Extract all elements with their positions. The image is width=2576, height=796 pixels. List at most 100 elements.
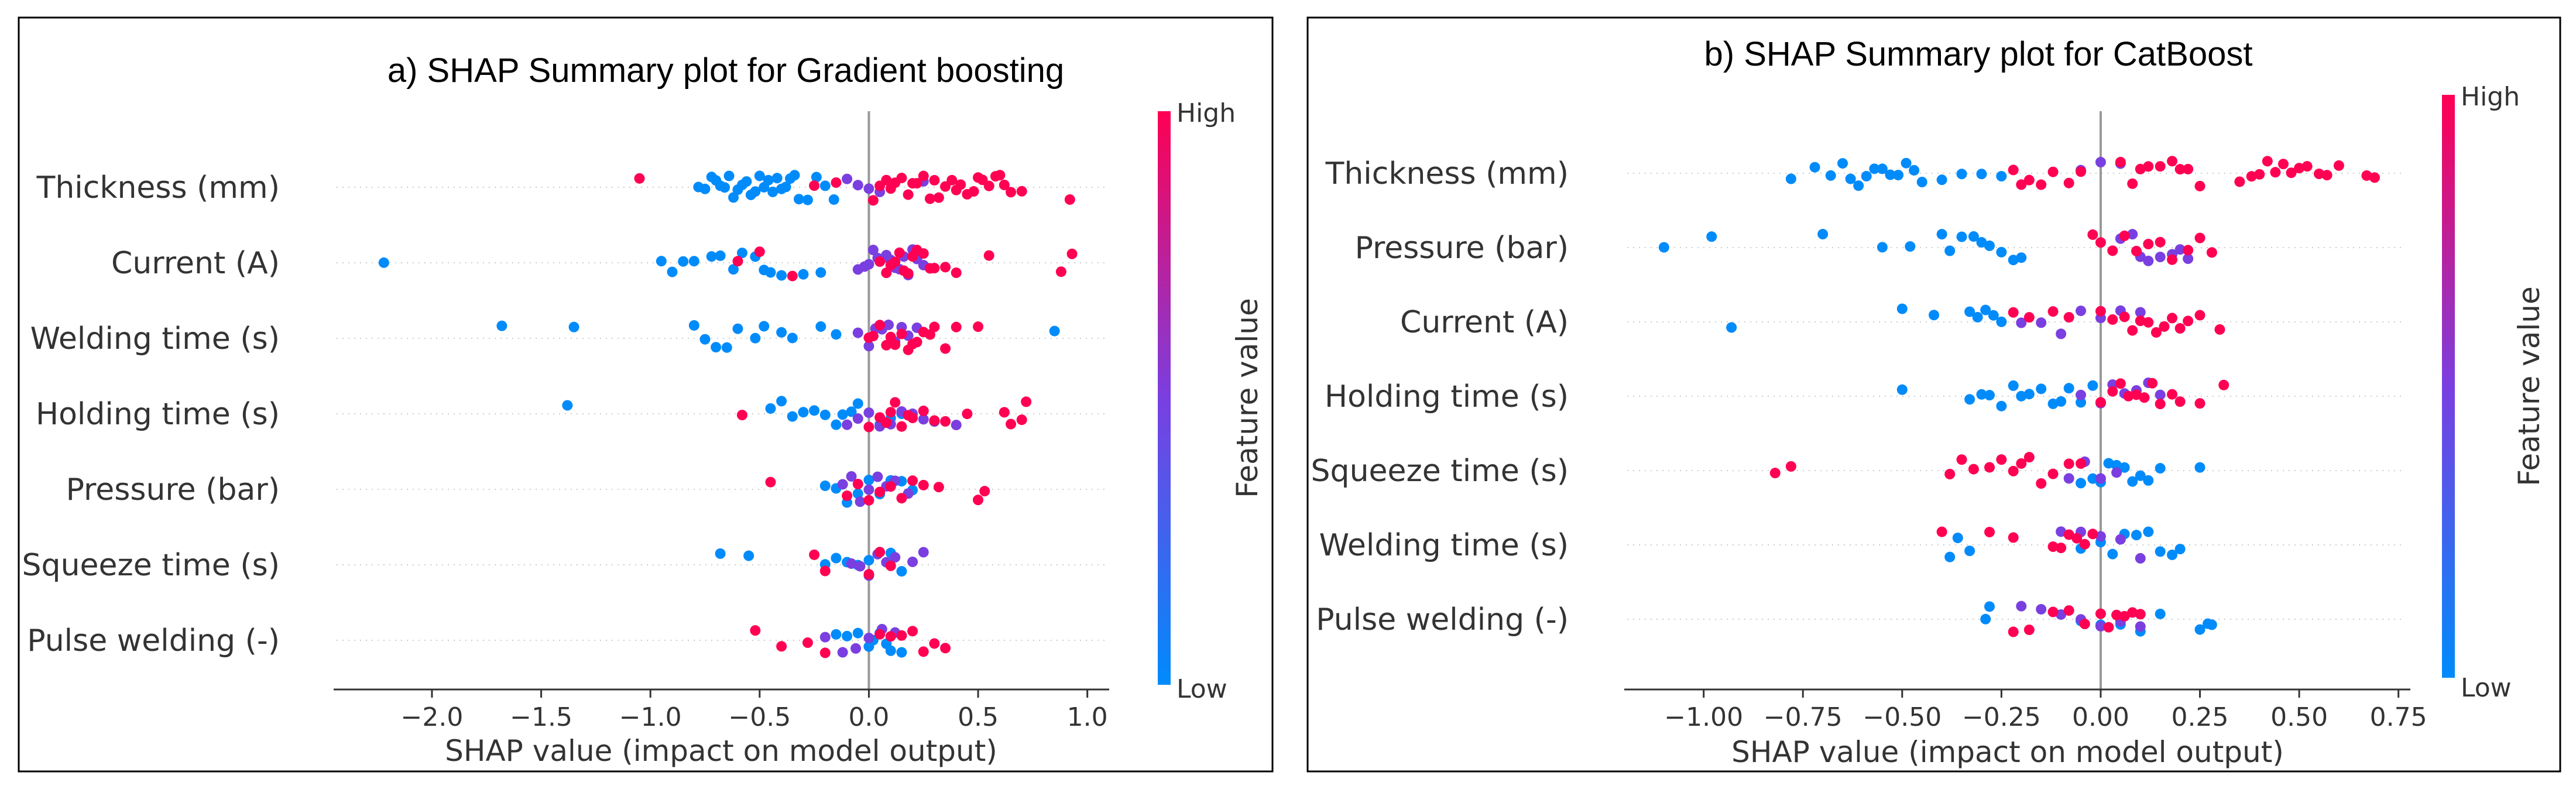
- panel-a-shap-point: [890, 256, 901, 267]
- panel-a-feature-label: Current (A): [111, 246, 280, 281]
- panel-a-shap-point: [983, 180, 994, 191]
- panel-b-shap-point: [1984, 240, 1995, 251]
- panel-b-shap-point: [2135, 609, 2146, 620]
- panel-b-frame: [1306, 16, 2561, 773]
- panel-a-shap-point: [815, 321, 826, 332]
- panel-a-shap-point: [863, 259, 874, 270]
- panel-a-shap-point: [896, 647, 907, 658]
- panel-b-shap-point: [2023, 452, 2035, 463]
- panel-a-shap-point: [874, 256, 886, 267]
- panel-b-shap-point: [1896, 384, 1908, 395]
- panel-b-plot-area: Thickness (mm) Pressure (bar) Current (A) H…: [1311, 111, 2427, 732]
- panel-b-shap-point: [2135, 163, 2146, 174]
- panel-b-shap-point: [1972, 311, 1983, 322]
- panel-b-shap-point: [1944, 551, 1956, 562]
- panel-b-shap-point: [2139, 392, 2150, 403]
- panel-b-shap-point: [2036, 179, 2047, 190]
- panel-a-shap-point: [863, 484, 874, 495]
- panel-b-colorbar-high-label: High: [2461, 82, 2520, 112]
- panel-b-shap-point: [2246, 171, 2257, 182]
- panel-b-shap-point: [2286, 167, 2297, 179]
- panel-b-shap-point: [2095, 531, 2106, 542]
- panel-b-shap-point: [2056, 543, 2067, 554]
- panel-b-shap-point: [2111, 459, 2122, 471]
- panel-b-shap-point: [1853, 180, 1864, 191]
- panel-b-shap-point: [2218, 379, 2229, 390]
- panel-a-shap-point: [809, 180, 820, 191]
- panel-a-shap-point: [946, 174, 958, 186]
- panel-a-colorbar-title: Feature value: [1230, 298, 1264, 498]
- panel-b-shap-point: [2115, 156, 2126, 167]
- panel-b-shap-point: [2119, 610, 2130, 622]
- panel-b-shap-point: [2143, 475, 2154, 486]
- panel-b-shap-point: [2155, 252, 2166, 263]
- panel-b-shap-point: [2047, 398, 2059, 409]
- panel-b-shap-point: [2167, 549, 2178, 560]
- panel-b-shap-point: [2036, 603, 2047, 615]
- panel-b-x-tick-label: −0.50: [1862, 702, 1942, 732]
- panel-a-shap-point: [883, 320, 894, 331]
- panel-b-shap-point: [2167, 156, 2178, 167]
- panel-b-shap-point: [2135, 553, 2146, 564]
- panel-a-shap-point: [789, 170, 800, 181]
- panel-a-shap-point: [809, 405, 820, 416]
- panel-b-shap-point: [1901, 157, 1912, 169]
- panel-b-shap-point: [2206, 619, 2217, 630]
- panel-b-shap-point: [2023, 312, 2035, 323]
- panel-b-shap-point: [2107, 386, 2118, 397]
- panel-b-shap-point: [2095, 620, 2106, 632]
- panel-b-shap-point: [1929, 310, 1940, 321]
- panel-b-shap-point: [1984, 601, 1995, 612]
- panel-b-shap-point: [2008, 380, 2019, 391]
- panel-a-shap-point: [863, 632, 874, 643]
- panel-b-shap-point: [1944, 245, 1956, 256]
- panel-a-shap-point: [732, 256, 743, 267]
- panel-b-shap-point: [2063, 312, 2074, 323]
- panel-a-shap-point: [918, 406, 929, 417]
- panel-b-shap-point: [2167, 389, 2178, 400]
- panel-a-shap-point: [907, 413, 918, 424]
- panel-b-feature-label: Holding time (s): [1325, 379, 1569, 414]
- panel-b-shap-point: [2008, 465, 2019, 476]
- panel-b-shap-point: [2063, 383, 2074, 394]
- panel-b-shap-point: [2008, 307, 2019, 318]
- panel-a-shap-point: [885, 407, 896, 418]
- panel-b-shap-point: [2131, 530, 2142, 541]
- panel-a-shap-point: [867, 331, 879, 342]
- panel-b-shap-point: [2194, 462, 2205, 473]
- panel-a-shap-point: [819, 565, 831, 577]
- panel-b-shap-point: [2119, 462, 2130, 473]
- panel-b-shap-point: [1976, 169, 1987, 180]
- panel-a-shap-point: [846, 471, 857, 482]
- panel-a-shap-point: [994, 170, 1006, 181]
- panel-b-shap-point: [2095, 157, 2106, 168]
- panel-b-shap-point: [2333, 160, 2344, 171]
- panel-a-shap-point: [852, 327, 863, 338]
- panel-b-shap-point: [1896, 303, 1908, 314]
- panel-a-frame: [18, 16, 1274, 773]
- panel-b-shap-point: [2095, 608, 2106, 619]
- panel-a-x-tick-label: −2.0: [401, 702, 464, 732]
- panel-a-shap-point: [842, 173, 853, 184]
- panel-b-shap-point: [2174, 244, 2186, 255]
- panel-a-feature-label: Pressure (bar): [66, 472, 280, 507]
- panel-a-shap-point: [918, 170, 929, 181]
- panel-b-x-tick-label: 0.00: [2072, 702, 2129, 732]
- panel-b-shap-point: [2023, 389, 2035, 400]
- panel-b-shap-point: [2234, 176, 2245, 187]
- panel-a-shap-point: [736, 410, 747, 421]
- panel-b-shap-point: [1893, 170, 1904, 181]
- panel-b-shap-point: [2155, 546, 2166, 557]
- panel-b-shap-point: [2087, 473, 2098, 484]
- panel-a-shap-point: [765, 267, 776, 278]
- panel-a-shap-point: [634, 173, 645, 184]
- panel-b-shap-point: [2150, 327, 2162, 338]
- panel-b-shap-point: [2047, 606, 2059, 617]
- panel-a-shap-point: [568, 321, 579, 332]
- panel-a-shap-point: [831, 177, 842, 188]
- panel-a-shap-point: [881, 267, 892, 279]
- panel-a-shap-point: [881, 417, 892, 428]
- panel-a-feature-label: Holding time (s): [36, 397, 280, 432]
- panel-a-shap-point: [771, 173, 783, 184]
- panel-b-shap-point: [2071, 533, 2083, 544]
